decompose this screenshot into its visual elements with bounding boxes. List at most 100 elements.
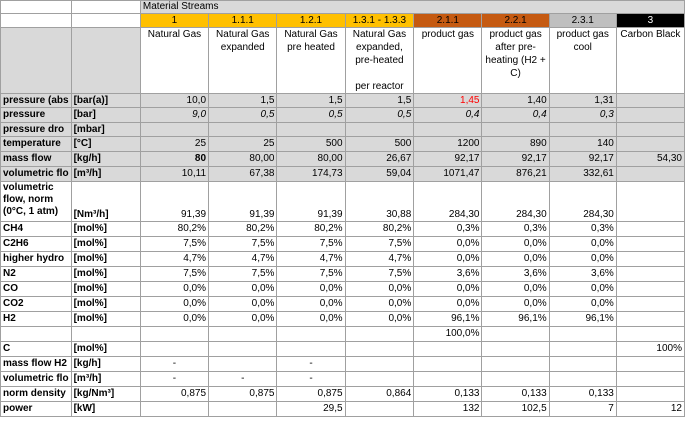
row-unit[interactable]: [m³/h]: [70, 166, 141, 182]
value-cell[interactable]: 0,864: [344, 386, 415, 402]
value-cell[interactable]: 0,3: [548, 107, 617, 123]
value-cell[interactable]: 29,5: [276, 401, 346, 417]
row-unit[interactable]: [mol%]: [70, 221, 141, 237]
value-cell[interactable]: 25: [139, 136, 210, 152]
value-cell[interactable]: [481, 371, 550, 387]
value-cell[interactable]: 284,30: [413, 181, 483, 222]
stream-name[interactable]: product gas after pre-heating (H2 + C): [481, 27, 550, 94]
row-label[interactable]: norm density: [0, 386, 72, 402]
value-cell[interactable]: 80,2%: [276, 221, 346, 237]
value-cell[interactable]: [344, 341, 415, 357]
value-cell[interactable]: [139, 122, 210, 137]
stream-code[interactable]: 2.1.1: [413, 13, 483, 28]
value-cell[interactable]: 1,45: [413, 93, 483, 108]
value-cell[interactable]: 7,5%: [139, 236, 210, 252]
row-label[interactable]: CO: [0, 281, 72, 297]
value-cell[interactable]: [208, 341, 278, 357]
value-cell[interactable]: [344, 401, 415, 417]
row-label[interactable]: CH4: [0, 221, 72, 237]
value-cell[interactable]: 0,0%: [276, 296, 346, 312]
stream-code[interactable]: 2.3.1: [548, 13, 617, 28]
row-unit[interactable]: [kg/Nm³]: [70, 386, 141, 402]
value-cell[interactable]: 3,6%: [413, 266, 483, 282]
row-label[interactable]: volumetric flow, norm (0°C, 1 atm): [0, 181, 72, 222]
value-cell[interactable]: 0,0%: [481, 296, 550, 312]
value-cell[interactable]: [413, 341, 483, 357]
row-unit[interactable]: [mbar]: [70, 122, 141, 137]
value-cell[interactable]: 80,2%: [208, 221, 278, 237]
value-cell[interactable]: 0,3%: [413, 221, 483, 237]
value-cell[interactable]: [548, 326, 617, 342]
value-cell[interactable]: -: [139, 356, 210, 372]
value-cell[interactable]: 0,133: [548, 386, 617, 402]
value-cell[interactable]: [615, 386, 685, 402]
value-cell[interactable]: 0,0%: [548, 251, 617, 267]
value-cell[interactable]: 890: [481, 136, 550, 152]
value-cell[interactable]: 0,5: [276, 107, 346, 123]
value-cell[interactable]: 80,2%: [344, 221, 415, 237]
value-cell[interactable]: 0,0%: [548, 296, 617, 312]
value-cell[interactable]: 0,5: [344, 107, 415, 123]
stream-code[interactable]: 1.2.1: [276, 13, 346, 28]
value-cell[interactable]: 7,5%: [276, 236, 346, 252]
value-cell[interactable]: 7,5%: [208, 266, 278, 282]
value-cell[interactable]: [615, 251, 685, 267]
value-cell[interactable]: [615, 236, 685, 252]
value-cell[interactable]: 332,61: [548, 166, 617, 182]
value-cell[interactable]: [615, 122, 685, 137]
value-cell[interactable]: 12: [615, 401, 685, 417]
value-cell[interactable]: 0,133: [413, 386, 483, 402]
row-unit[interactable]: [mol%]: [70, 341, 141, 357]
corner-cell[interactable]: [0, 13, 72, 28]
stream-name[interactable]: Natural Gas expanded, pre-heated per rea…: [344, 27, 415, 94]
stream-code[interactable]: 1.1.1: [208, 13, 278, 28]
row-label[interactable]: higher hydro: [0, 251, 72, 267]
value-cell[interactable]: 92,17: [548, 151, 617, 167]
value-cell[interactable]: [615, 371, 685, 387]
value-cell[interactable]: 92,17: [413, 151, 483, 167]
value-cell[interactable]: 0,133: [481, 386, 550, 402]
row-label[interactable]: pressure dro: [0, 122, 72, 137]
value-cell[interactable]: 0,875: [139, 386, 210, 402]
value-cell[interactable]: [208, 356, 278, 372]
value-cell[interactable]: [208, 122, 278, 137]
value-cell[interactable]: 9,0: [139, 107, 210, 123]
stream-code[interactable]: 1: [139, 13, 210, 28]
value-cell[interactable]: 59,04: [344, 166, 415, 182]
row-unit[interactable]: [bar(a)]: [70, 93, 141, 108]
value-cell[interactable]: 30,88: [344, 181, 415, 222]
value-cell[interactable]: [615, 166, 685, 182]
row-label[interactable]: C: [0, 341, 72, 357]
stream-name[interactable]: Natural Gas: [139, 27, 210, 94]
value-cell[interactable]: [481, 341, 550, 357]
value-cell[interactable]: [548, 341, 617, 357]
value-cell[interactable]: -: [276, 371, 346, 387]
value-cell[interactable]: 0,0%: [481, 251, 550, 267]
value-cell[interactable]: 0,5: [208, 107, 278, 123]
value-cell[interactable]: [139, 341, 210, 357]
value-cell[interactable]: 0,0%: [413, 296, 483, 312]
corner-cell[interactable]: [70, 0, 141, 14]
value-cell[interactable]: [413, 356, 483, 372]
value-cell[interactable]: [344, 356, 415, 372]
value-cell[interactable]: 0,3%: [481, 221, 550, 237]
row-unit[interactable]: [kW]: [70, 401, 141, 417]
value-cell[interactable]: 0,4: [481, 107, 550, 123]
value-cell[interactable]: 0,0%: [344, 311, 415, 327]
value-cell[interactable]: 1,5: [344, 93, 415, 108]
value-cell[interactable]: 80,00: [208, 151, 278, 167]
value-cell[interactable]: 0,0%: [413, 236, 483, 252]
value-cell[interactable]: [481, 356, 550, 372]
value-cell[interactable]: 0,0%: [548, 236, 617, 252]
value-cell[interactable]: [139, 401, 210, 417]
value-cell[interactable]: 54,30: [615, 151, 685, 167]
value-cell[interactable]: 80,2%: [139, 221, 210, 237]
value-cell[interactable]: [615, 181, 685, 222]
row-label[interactable]: CO2: [0, 296, 72, 312]
value-cell[interactable]: 284,30: [481, 181, 550, 222]
value-cell[interactable]: 1,40: [481, 93, 550, 108]
value-cell[interactable]: 0,0%: [208, 311, 278, 327]
stream-name[interactable]: product gas: [413, 27, 483, 94]
sheet-title[interactable]: Material Streams: [139, 0, 685, 14]
value-cell[interactable]: 0,0%: [208, 296, 278, 312]
